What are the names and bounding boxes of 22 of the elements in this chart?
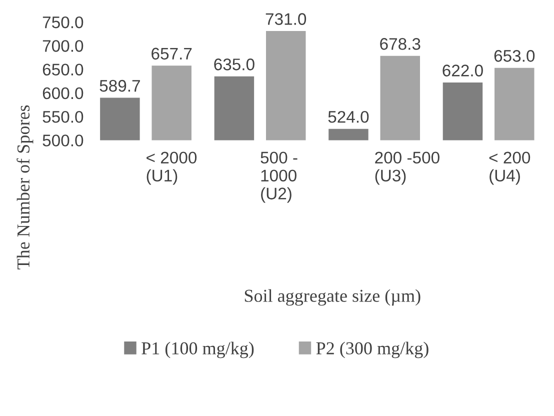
y-tick-label: 500.0 [42, 134, 84, 146]
data-label: 524.0 [328, 110, 369, 123]
y-tick-label: 750.0 [42, 16, 84, 28]
x-tick-label: 200 -500 (U3) [375, 152, 440, 185]
legend-label: P2 (300 mg/kg) [316, 342, 428, 358]
legend-label: P1 (100 mg/kg) [142, 342, 254, 358]
data-label: 622.0 [442, 64, 483, 76]
y-tick-label: 650.0 [42, 64, 84, 76]
y-tick-label: 600.0 [42, 87, 84, 100]
y-axis-title: The Number of Spores [16, 105, 34, 270]
y-tick-label: 700.0 [42, 40, 84, 52]
x-axis-title: Soil aggregate size (µm) [244, 289, 420, 306]
data-label: 678.3 [380, 38, 420, 50]
x-tick-label: < 2000 (U1) [146, 152, 197, 185]
data-label: 653.0 [494, 50, 535, 62]
data-label: 731.0 [266, 13, 306, 25]
y-tick-label: 550.0 [42, 110, 84, 123]
data-label: 657.7 [152, 48, 192, 60]
data-label: 589.7 [100, 80, 140, 92]
x-tick-label: < 200 (U4) [489, 152, 530, 185]
x-tick-label: 500 - 1000 (U2) [260, 152, 298, 203]
data-label: 635.0 [214, 58, 254, 70]
